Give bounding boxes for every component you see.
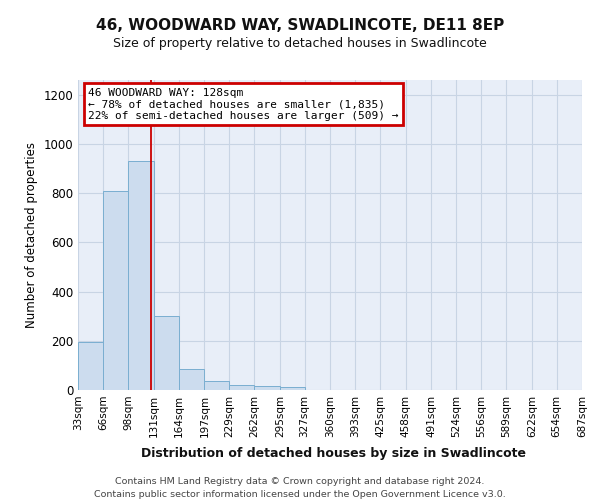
Bar [128,161,154,390]
Text: 46 WOODWARD WAY: 128sqm
← 78% of detached houses are smaller (1,835)
22% of semi: 46 WOODWARD WAY: 128sqm ← 78% of detache… [88,88,398,121]
Text: 46, WOODWARD WAY, SWADLINCOTE, DE11 8EP: 46, WOODWARD WAY, SWADLINCOTE, DE11 8EP [96,18,504,32]
Text: Contains public sector information licensed under the Open Government Licence v3: Contains public sector information licen… [94,490,506,499]
Bar [179,369,205,390]
Bar [103,190,128,390]
Text: Contains HM Land Registry data © Crown copyright and database right 2024.: Contains HM Land Registry data © Crown c… [115,478,485,486]
Bar [154,316,179,390]
Bar [280,387,305,390]
Text: Size of property relative to detached houses in Swadlincote: Size of property relative to detached ho… [113,38,487,51]
Bar [205,382,229,390]
Y-axis label: Number of detached properties: Number of detached properties [25,142,38,328]
Text: Distribution of detached houses by size in Swadlincote: Distribution of detached houses by size … [140,448,526,460]
Bar [254,386,280,390]
Bar [78,342,103,390]
Bar [229,385,254,390]
